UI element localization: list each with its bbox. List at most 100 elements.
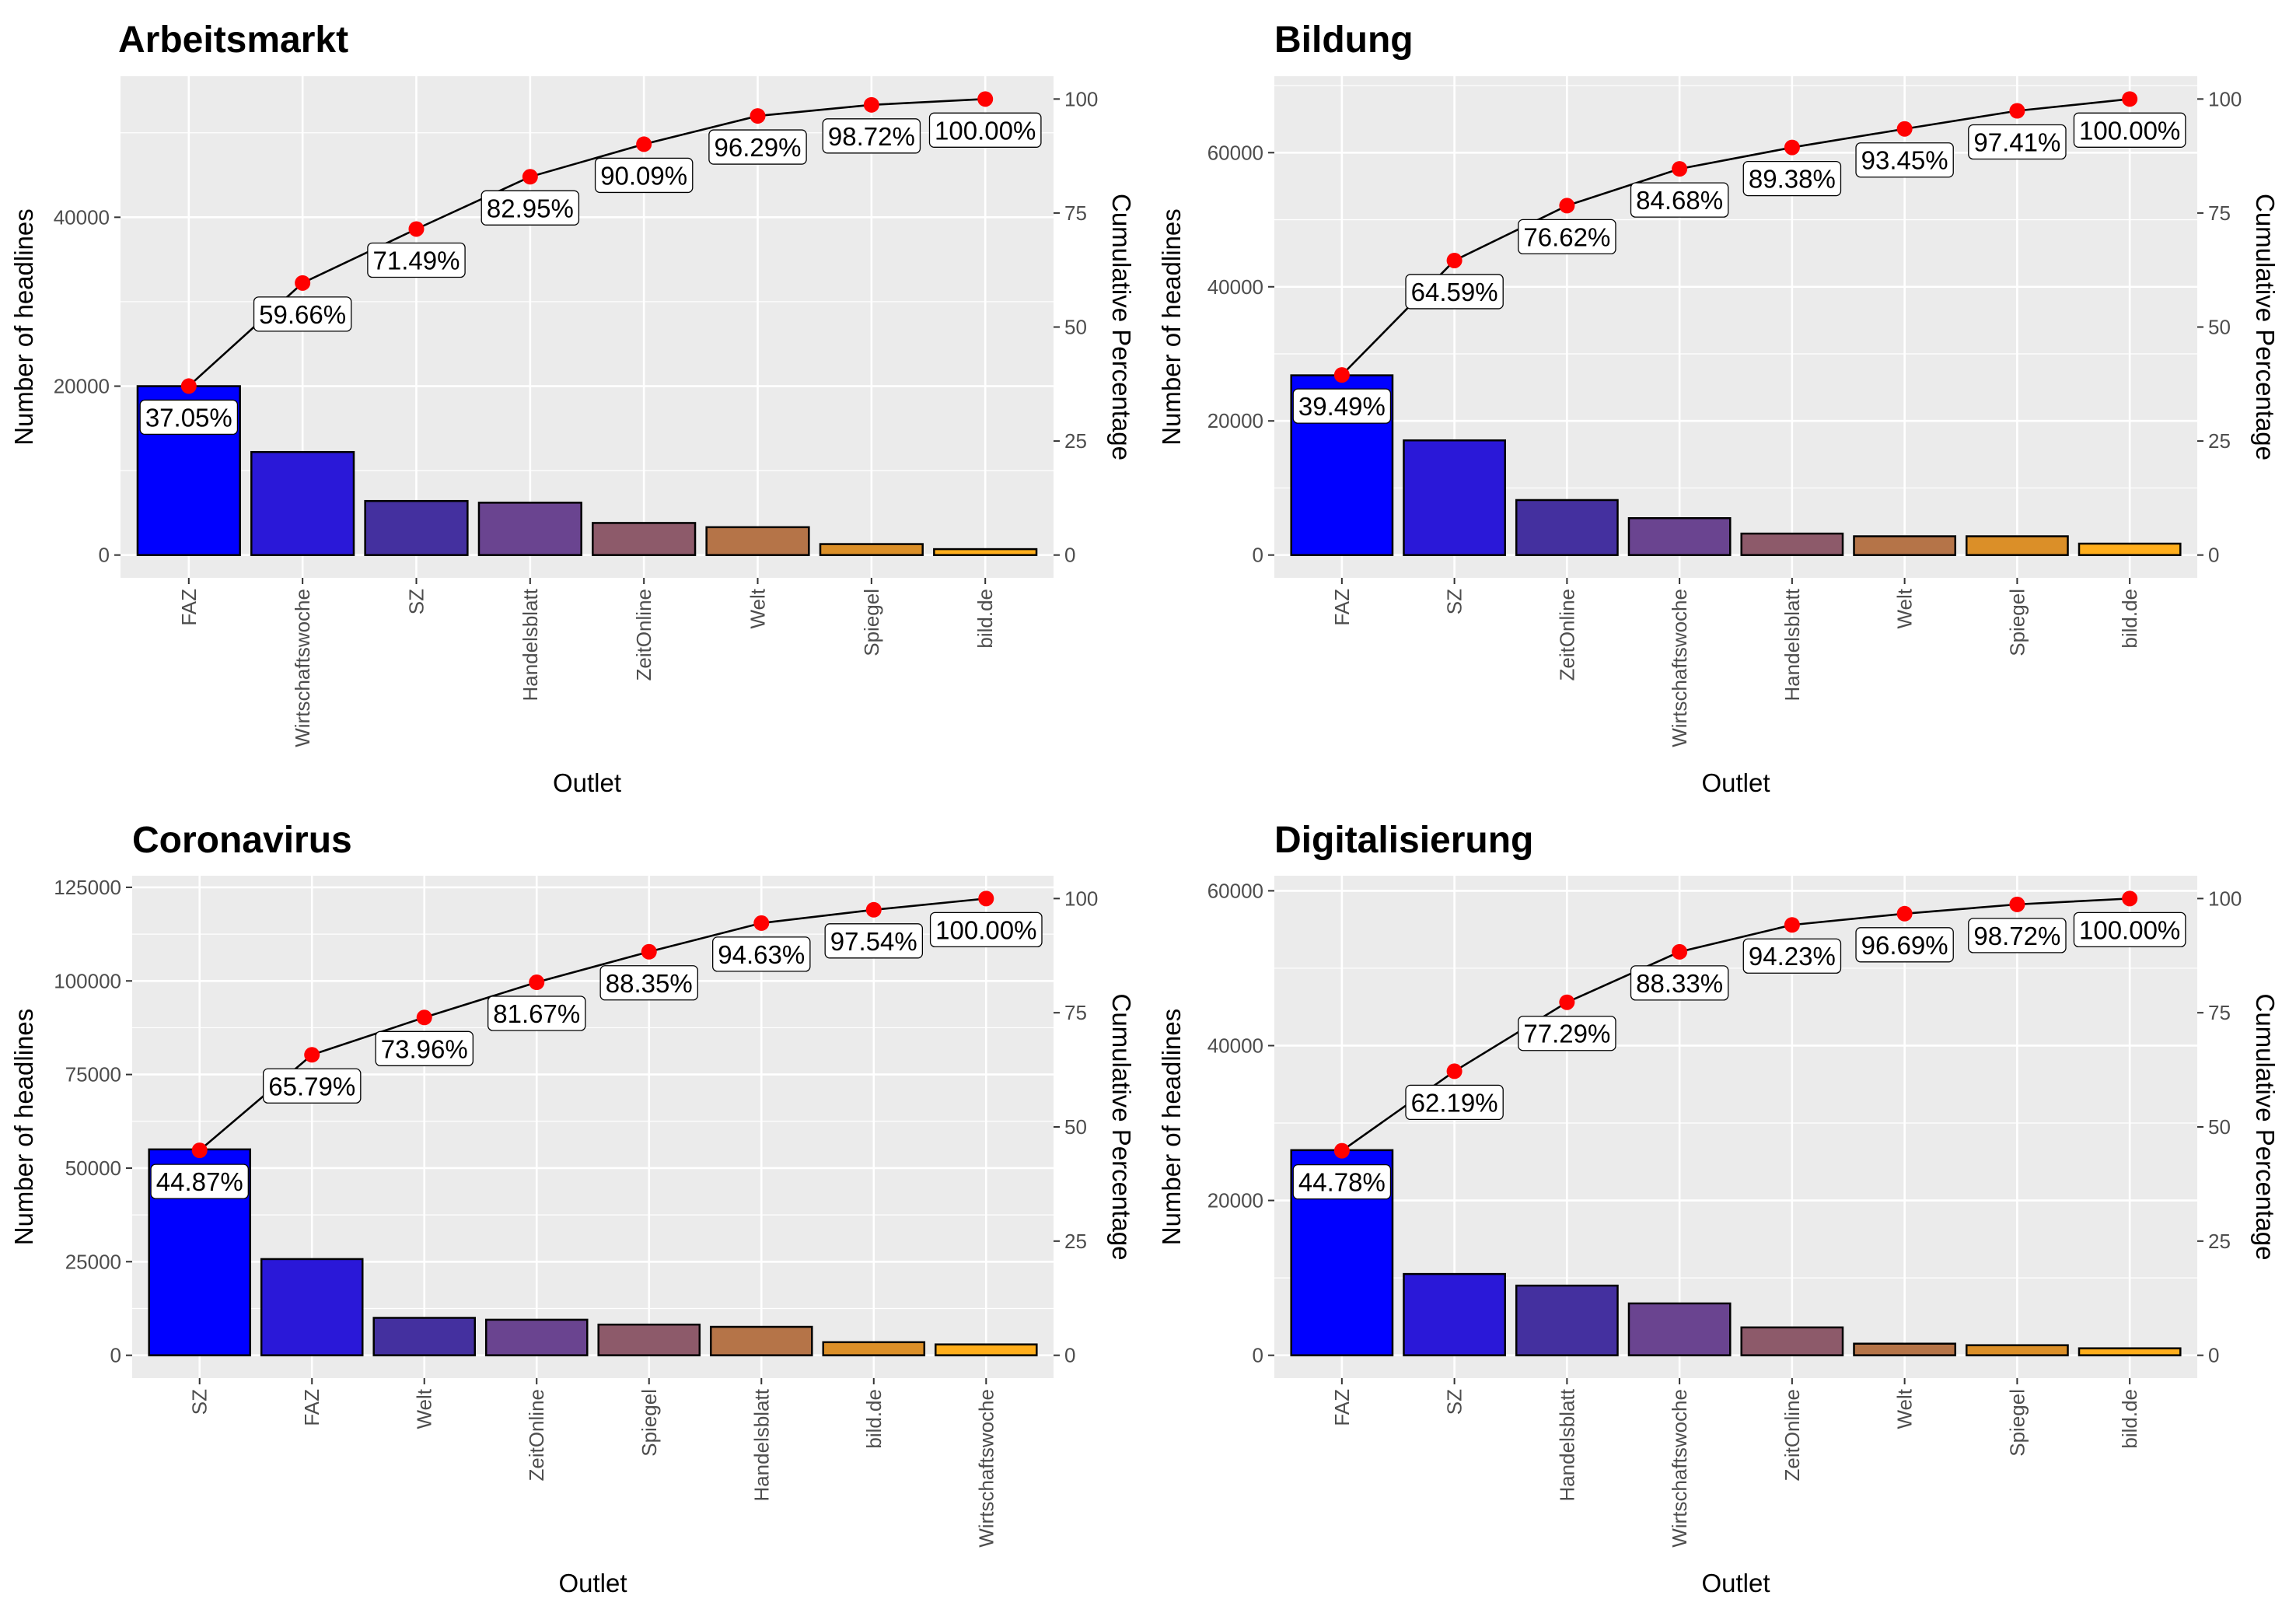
- y-tick-label: 25000: [65, 1250, 121, 1273]
- cumulative-point: [1446, 1063, 1463, 1079]
- cumulative-point: [191, 1142, 208, 1159]
- percentage-label-box: [928, 112, 1042, 148]
- y2-tick-label: 25: [2208, 1230, 2231, 1253]
- x-axis-title: Outlet: [558, 1569, 627, 1597]
- y2-tick-label: 25: [2208, 429, 2231, 453]
- x-tick-label: Wirtschaftswoche: [1668, 589, 1691, 747]
- percentage-label-box: [2073, 112, 2186, 148]
- bar-Handelsblatt: [477, 502, 582, 556]
- x-tick-label: ZeitOnline: [525, 1389, 548, 1482]
- x-tick-label: FAZ: [177, 589, 201, 626]
- x-tick-label: bild.de: [862, 1389, 886, 1449]
- percentage-label-box: [1405, 274, 1504, 310]
- percentage-label-box: [1518, 219, 1616, 255]
- percentage-label: 100.00%: [935, 915, 1036, 944]
- percentage-label: 89.38%: [1749, 165, 1836, 194]
- cumulative-point: [1896, 905, 1913, 922]
- percentage-label: 73.96%: [381, 1034, 468, 1063]
- y-tick-label: 40000: [54, 205, 110, 229]
- percentage-label-box: [1405, 1084, 1504, 1121]
- percentage-label-box: [824, 923, 924, 959]
- bar-Handelsblatt: [1740, 532, 1844, 556]
- y2-axis-title: Cumulative Percentage: [1107, 194, 1136, 460]
- percentage-label-box: [150, 1163, 249, 1199]
- percentage-label-box: [712, 936, 811, 972]
- percentage-label: 97.54%: [830, 927, 917, 956]
- cumulative-point: [865, 901, 882, 918]
- panel-title: Coronavirus: [132, 820, 352, 861]
- percentage-label: 97.41%: [1973, 128, 2060, 157]
- y-tick-label: 20000: [1207, 1189, 1263, 1212]
- percentage-label-box: [1742, 160, 1842, 197]
- y-tick-label: 0: [1253, 544, 1263, 567]
- x-tick-label: SZ: [1443, 589, 1466, 614]
- cumulative-line: [1340, 98, 2130, 376]
- percentage-label: 77.29%: [1523, 1020, 1610, 1048]
- percentage-label-box: [2073, 911, 2186, 948]
- bar-bild.de: [822, 1341, 926, 1356]
- x-tick-label: Welt: [746, 588, 770, 628]
- percentage-label-box: [929, 911, 1043, 948]
- percentage-label: 94.23%: [1749, 942, 1836, 971]
- x-tick-label: Spiegel: [2005, 1389, 2029, 1457]
- percentage-label-box: [367, 242, 466, 278]
- y2-tick-label: 50: [1064, 1115, 1087, 1139]
- x-tick-label: Spiegel: [2005, 589, 2029, 656]
- chart-panel-1: 37.05% 59.66% 71.49% 82.95% 90.09% 96.29% 98.7…: [9, 19, 1136, 797]
- cumulative-point: [1672, 943, 1688, 960]
- percentage-label: 81.67%: [493, 999, 580, 1028]
- bar-SZ: [1403, 1272, 1506, 1356]
- x-axis-title: Outlet: [553, 768, 621, 797]
- y2-tick-label: 0: [1064, 544, 1075, 567]
- cumulative-point: [522, 169, 538, 185]
- percentage-label: 94.63%: [718, 940, 805, 969]
- percentage-label-box: [481, 190, 580, 226]
- bar-Welt: [1853, 1342, 1957, 1356]
- cumulative-point: [753, 915, 770, 931]
- percentage-label-box: [1518, 1016, 1616, 1051]
- percentage-label: 37.05%: [145, 403, 232, 432]
- bar-Wirtschaftswoche: [1627, 1302, 1732, 1356]
- y-tick-label: 0: [99, 544, 110, 567]
- percentage-label: 100.00%: [2079, 116, 2180, 145]
- cumulative-point: [2009, 896, 2025, 912]
- cumulative-point: [1559, 198, 1575, 214]
- x-tick-label: Handelsblatt: [750, 1388, 773, 1501]
- panel-title: Bildung: [1274, 19, 1414, 61]
- y-tick-label: 100000: [54, 969, 121, 992]
- bar-bild.de: [933, 548, 1038, 556]
- x-tick-label: Welt: [413, 1388, 436, 1429]
- cumulative-point: [978, 890, 994, 907]
- y-tick-label: 60000: [1207, 141, 1263, 164]
- cumulative-point: [1784, 139, 1800, 156]
- bar-Spiegel: [819, 543, 924, 556]
- x-tick-label: bild.de: [973, 589, 997, 649]
- bar-Spiegel: [1966, 535, 2069, 556]
- percentage-label-box: [1630, 965, 1729, 1001]
- cumulative-line: [198, 897, 987, 1152]
- x-tick-label: SZ: [1443, 1389, 1466, 1415]
- percentage-label: 44.87%: [156, 1167, 243, 1196]
- percentage-label: 65.79%: [268, 1072, 355, 1100]
- percentage-label-box: [139, 399, 239, 436]
- bar-Spiegel: [1966, 1344, 2069, 1356]
- bar-Welt: [1853, 535, 1957, 556]
- percentage-label-box: [262, 1068, 362, 1104]
- x-tick-label: FAZ: [1330, 589, 1354, 626]
- cumulative-point: [529, 974, 545, 991]
- cumulative-point: [408, 221, 425, 237]
- x-tick-label: ZeitOnline: [1781, 1389, 1804, 1482]
- cumulative-point: [1446, 252, 1463, 268]
- y2-tick-label: 75: [2208, 1001, 2231, 1024]
- x-tick-label: Spiegel: [860, 589, 883, 656]
- x-tick-label: bild.de: [2118, 589, 2141, 649]
- cumulative-point: [641, 943, 657, 960]
- y2-tick-label: 0: [2208, 544, 2219, 567]
- x-tick-label: SZ: [188, 1389, 211, 1415]
- x-tick-label: Wirtschaftswoche: [291, 589, 314, 747]
- y-tick-label: 0: [110, 1344, 121, 1367]
- bar-Wirtschaftswoche: [1627, 517, 1732, 556]
- percentage-label: 59.66%: [259, 300, 346, 329]
- x-tick-label: ZeitOnline: [1555, 589, 1578, 681]
